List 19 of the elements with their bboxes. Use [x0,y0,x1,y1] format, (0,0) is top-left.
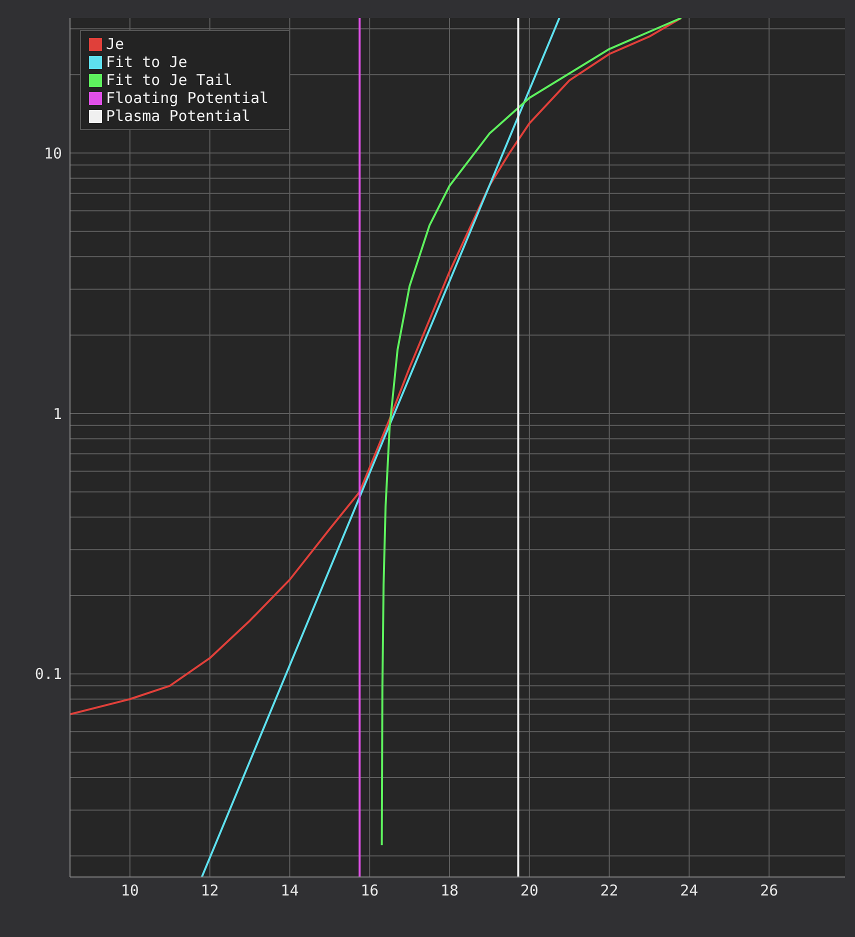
legend-label: Plasma Potential [106,107,250,125]
x-tick-label: 22 [600,882,618,900]
x-tick-label: 24 [680,882,698,900]
legend-label: Fit to Je Tail [106,71,232,89]
x-tick-label: 10 [120,882,139,900]
x-tick-label: 14 [280,882,299,900]
x-tick-label: 16 [360,882,379,900]
line-series [70,18,682,716]
x-tick-label: 26 [760,882,778,900]
x-tick-label: 12 [200,882,219,900]
legend-label: Fit to Je [106,53,188,71]
y-tick-label: 0.1 [34,665,62,684]
legend-label: Je [106,35,124,53]
x-tick-label: 20 [520,882,538,900]
y-tick-label: 10 [44,144,62,162]
legend-label: Floating Potential [106,89,269,107]
line-series [380,18,682,846]
x-tick-label: 18 [440,882,459,900]
y-tick-label: 1 [52,404,62,423]
